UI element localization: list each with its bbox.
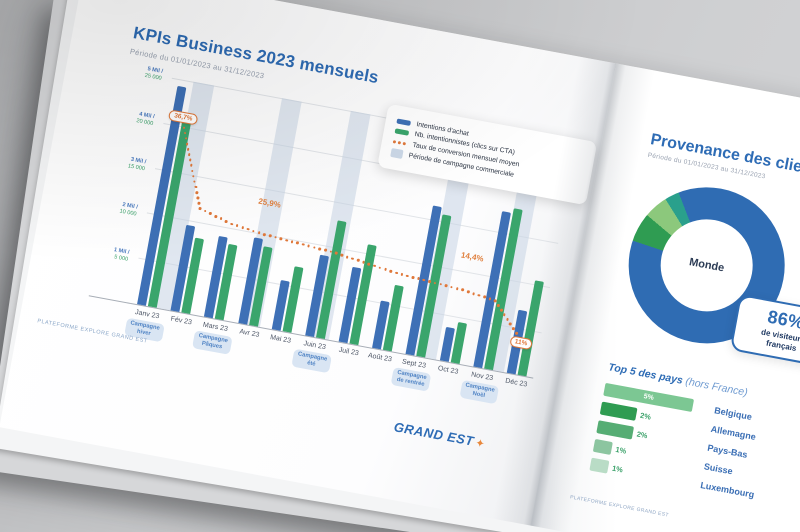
month-label: Fév 23 — [170, 315, 193, 327]
month-label: Juin 23 — [302, 340, 327, 352]
donut-legend-item: Autres 3%↘ -1 pt — [794, 257, 800, 296]
month-cell: Août 23 — [360, 351, 396, 385]
month-cell: Juin 23 Campagne été — [291, 339, 334, 374]
top5-bar — [589, 457, 610, 474]
left-page: KPIs Business 2023 mensuels Période du 0… — [0, 0, 616, 526]
month-cell: Oct 23 — [428, 364, 464, 398]
dot-icon — [402, 141, 407, 145]
month-label: Août 23 — [367, 352, 393, 364]
month-label: Avr 23 — [238, 328, 260, 339]
top5-pct: 2% — [635, 429, 649, 441]
legend-dotted-line-swatch — [392, 139, 407, 146]
dot-icon — [397, 140, 402, 145]
campaign-badge: Campagne de rentrée — [390, 367, 432, 393]
grand-est-logo: GRAND EST✦ — [393, 419, 487, 451]
month-label: Juil 23 — [338, 346, 360, 358]
top5-pct: 2% — [639, 410, 652, 422]
month-label: Mai 23 — [269, 334, 292, 345]
campaign-badge: Campagne Pâques — [192, 330, 233, 356]
month-label: Nov 23 — [470, 371, 494, 383]
legend-bar-swatch — [396, 117, 412, 126]
month-label: Oct 23 — [437, 365, 459, 376]
month-label: Déc 23 — [504, 377, 528, 389]
axis-tick: 4 Mil /20 000 — [136, 111, 155, 128]
grand-est-logo-text: GRAND EST — [392, 419, 476, 449]
month-cell: Sept 23 Campagne de rentrée — [390, 357, 433, 393]
visitors-badge: 86% de visiteurs français — [729, 293, 800, 369]
legend-bar-swatch — [394, 128, 410, 136]
right-footer: PLATEFORME EXPLORE GRAND EST — [569, 494, 670, 519]
month-cell: Nov 23 Campagne Noël — [459, 370, 501, 405]
campaign-badge: Campagne Noël — [459, 379, 500, 405]
month-cell: Mars 23 Campagne Pâques — [192, 320, 234, 356]
axis-tick: 3 Mil /15 000 — [127, 156, 146, 173]
legend-band-swatch — [390, 147, 404, 160]
top5-pct: 1% — [614, 444, 628, 456]
donut-legend: NL, LU, DE, CH 6%↗ +2 ptsBE 5%↘ -3 ptsAu… — [793, 226, 800, 300]
donut-center-label: Monde — [688, 256, 726, 275]
month-cell: Fév 23 — [161, 315, 197, 349]
month-cell: Avr 23 — [229, 327, 265, 361]
campaign-badge: Campagne été — [291, 348, 332, 374]
month-cell: Mai 23 — [260, 333, 296, 367]
dot-icon — [392, 139, 397, 144]
axis-tick-right: 5 000 — [113, 254, 129, 263]
sparkle-icon: ✦ — [474, 437, 487, 451]
axis-tick: 1 Mil /5 000 — [112, 247, 129, 264]
month-label: Sept 23 — [401, 358, 427, 370]
top5-pct: 1% — [611, 463, 624, 475]
top5-bar — [592, 438, 613, 455]
axis-tick: 2 Mil /10 000 — [119, 202, 138, 219]
axis-tick: 5 Mil /25 000 — [144, 66, 163, 83]
month-cell: Juil 23 — [329, 346, 365, 380]
month-cell: Déc 23 — [496, 377, 532, 411]
